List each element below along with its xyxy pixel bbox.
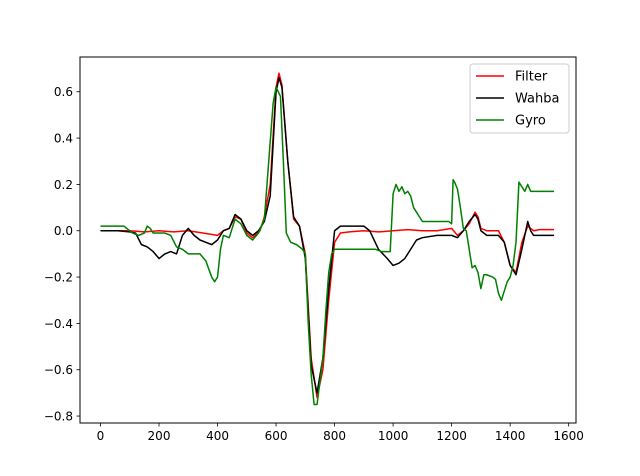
legend-label-gyro: Gyro	[515, 114, 546, 129]
y-tick-label: −0.8	[44, 410, 73, 424]
x-tick-label: 1000	[378, 429, 409, 443]
y-tick-label: −0.2	[44, 271, 73, 285]
y-tick-label: 0.4	[54, 132, 73, 146]
legend-label-filter: Filter	[515, 70, 548, 85]
legend-box	[469, 63, 570, 134]
y-tick-label: 0.6	[54, 85, 73, 99]
x-tick-label: 400	[206, 429, 229, 443]
y-tick-label: 0.0	[54, 224, 73, 238]
y-tick-label: −0.4	[44, 317, 73, 331]
x-tick-label: 1400	[495, 429, 526, 443]
y-axis: −0.8 −0.6 −0.4 −0.2 0.0 0.2 0.4 0.6	[44, 85, 80, 424]
x-tick-label: 200	[148, 429, 171, 443]
legend: Filter Wahba Gyro	[469, 63, 570, 134]
x-axis: 0 200 400 600 800 1000 1200 1400 1600	[97, 423, 584, 443]
plot-area	[100, 72, 555, 406]
y-tick-label: −0.6	[44, 363, 73, 377]
x-tick-label: 1600	[553, 429, 584, 443]
y-tick-label: 0.2	[54, 178, 73, 192]
x-tick-label: 0	[97, 429, 105, 443]
axes-frame	[79, 56, 577, 424]
x-tick-label: 800	[323, 429, 346, 443]
legend-label-wahba: Wahba	[515, 92, 559, 107]
series-line-gyro	[100, 86, 555, 406]
x-tick-label: 1200	[436, 429, 467, 443]
x-tick-label: 600	[265, 429, 288, 443]
